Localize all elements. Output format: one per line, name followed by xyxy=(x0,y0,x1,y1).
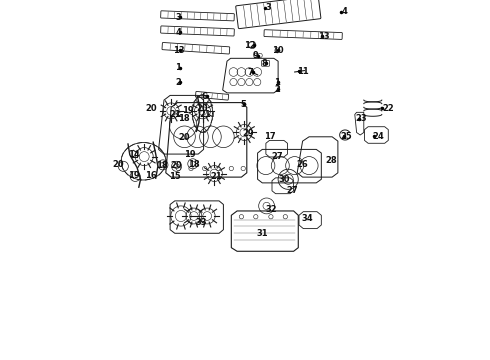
Text: 21: 21 xyxy=(199,110,211,119)
Text: 18: 18 xyxy=(188,161,200,170)
Text: 31: 31 xyxy=(256,229,268,238)
Text: 20: 20 xyxy=(113,161,124,170)
Text: 25: 25 xyxy=(340,132,352,141)
Text: 18: 18 xyxy=(156,161,168,170)
Text: 2: 2 xyxy=(274,85,280,94)
Text: 34: 34 xyxy=(301,215,313,223)
Text: 16: 16 xyxy=(145,171,157,180)
Text: 32: 32 xyxy=(265,205,277,214)
Text: 29: 29 xyxy=(243,129,254,138)
Text: 19: 19 xyxy=(184,150,196,159)
Text: 4: 4 xyxy=(175,28,181,37)
Text: 19: 19 xyxy=(128,171,140,180)
Text: 20: 20 xyxy=(196,104,208,113)
Text: 5: 5 xyxy=(240,100,246,109)
Text: 17: 17 xyxy=(265,132,276,141)
Text: 23: 23 xyxy=(355,114,367,123)
Text: 11: 11 xyxy=(297,67,309,76)
Text: 27: 27 xyxy=(271,152,283,161)
Text: 3: 3 xyxy=(266,4,271,13)
Text: 13: 13 xyxy=(318,32,330,41)
Text: 15: 15 xyxy=(169,172,181,181)
Text: 20: 20 xyxy=(171,161,182,170)
Text: 24: 24 xyxy=(372,132,384,141)
Text: 21: 21 xyxy=(169,110,181,119)
Text: 7: 7 xyxy=(247,68,253,77)
Text: 6: 6 xyxy=(202,92,208,101)
Text: 3: 3 xyxy=(175,13,181,22)
Text: 13: 13 xyxy=(172,46,184,55)
Text: 12: 12 xyxy=(245,41,256,50)
Text: 4: 4 xyxy=(341,7,347,16)
Text: 1: 1 xyxy=(274,78,280,87)
Text: 28: 28 xyxy=(325,156,337,165)
Text: 18: 18 xyxy=(178,114,190,123)
Text: 33: 33 xyxy=(196,218,207,227)
Text: 9: 9 xyxy=(253,51,259,60)
Text: 8: 8 xyxy=(262,59,268,68)
Text: 20: 20 xyxy=(178,133,190,142)
Text: 2: 2 xyxy=(175,78,181,87)
Text: 10: 10 xyxy=(271,46,283,55)
Text: 26: 26 xyxy=(296,161,308,170)
Text: 19: 19 xyxy=(182,107,193,116)
Text: 1: 1 xyxy=(175,63,181,72)
Text: 20: 20 xyxy=(146,104,157,113)
Text: 14: 14 xyxy=(128,150,140,159)
Text: 21: 21 xyxy=(210,172,222,181)
Text: 22: 22 xyxy=(382,104,394,113)
Text: 27: 27 xyxy=(286,186,297,195)
Text: 30: 30 xyxy=(279,175,291,184)
